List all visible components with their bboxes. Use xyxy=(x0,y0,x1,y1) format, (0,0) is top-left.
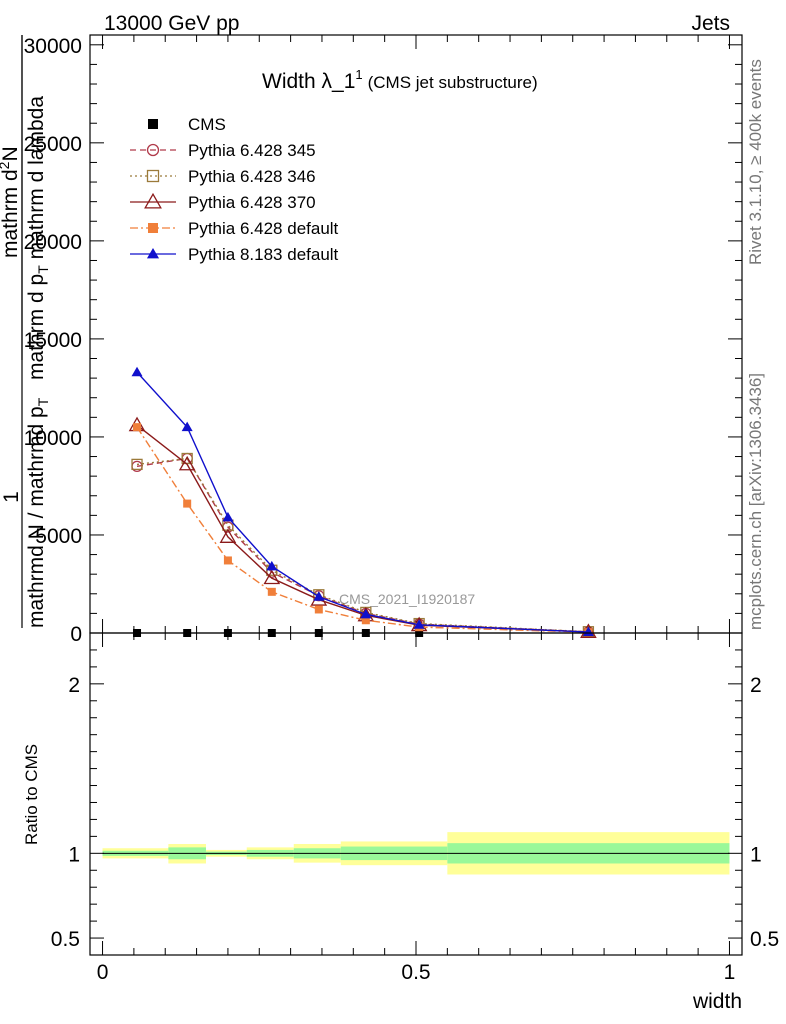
series-point-4 xyxy=(361,616,370,625)
ylabel-right-numerator: mathrm d2N xyxy=(0,146,22,258)
series-line-2 xyxy=(136,457,589,633)
ylabel-one: 1 xyxy=(0,491,23,503)
series-line-5 xyxy=(136,371,589,633)
ylabel-right-denominator: mathrm d pT mathrm d lambda xyxy=(25,96,51,380)
main-y-label: 1 mathrmd N / mathrmd pT mathrm d2N math… xyxy=(0,35,51,628)
legend-entry-0: CMS xyxy=(148,115,226,134)
chart-title-main: Width λ_1 xyxy=(262,70,355,93)
chart-title-sup: 1 xyxy=(355,67,362,82)
mcplots-label: mcplots.cern.ch [arXiv:1306.3436] xyxy=(746,373,765,630)
legend: CMS Pythia 6.428 345 Pythia 6.428 346 Pythi… xyxy=(130,115,339,264)
ylabel-rnum-tail: N xyxy=(0,146,22,161)
ylabel-rnum-sup: 2 xyxy=(0,161,12,169)
main-panel: 0 5000 10000 15000 20000 25000 30000 CMS_2021_… xyxy=(24,34,743,646)
main-y-tick-label: 20000 xyxy=(24,231,82,254)
series-point-5 xyxy=(413,619,425,629)
main-series xyxy=(128,366,597,638)
ratio-y-tick-label-right: 1 xyxy=(750,843,762,866)
series-point-4 xyxy=(223,556,232,565)
x-tick-label: 1 xyxy=(724,961,736,984)
ratio-y-tick-label: 0.5 xyxy=(51,928,80,951)
legend-label: Pythia 6.428 345 xyxy=(188,141,316,160)
series-point-5 xyxy=(313,591,325,601)
legend-marker xyxy=(144,192,162,209)
main-y-ticks: 0 5000 10000 15000 20000 25000 30000 xyxy=(24,35,742,646)
ratio-y-tick-label: 1 xyxy=(68,843,80,866)
series-line-4 xyxy=(136,426,589,633)
x-tick-label: 0 xyxy=(97,961,109,984)
rivet-label: Rivet 3.1.10, ≥ 400k events xyxy=(746,59,765,265)
series-point-5 xyxy=(360,608,372,619)
ratio-panel: 0.5 0.51 12 2 0 0.5 1 xyxy=(51,632,779,984)
series-point-4 xyxy=(133,423,142,432)
ratio-y-ticks: 0.5 0.5 1 1 2 2 xyxy=(51,649,779,951)
main-y-tick-label: 10000 xyxy=(24,427,82,450)
legend-marker xyxy=(148,223,158,233)
ratio-x-ticks: 0 0.5 1 xyxy=(97,633,736,984)
legend-label: Pythia 8.183 default xyxy=(188,245,339,264)
main-y-tick-label: 15000 xyxy=(24,329,82,352)
ylabel-rden-tail: mathrm d lambda xyxy=(25,96,48,266)
legend-entry-2: Pythia 6.428 346 xyxy=(130,167,316,186)
legend-label: CMS xyxy=(188,115,226,134)
series-1 xyxy=(131,452,595,638)
legend-entry-3: Pythia 6.428 370 xyxy=(130,192,316,212)
legend-entry-1: Pythia 6.428 345 xyxy=(130,141,316,160)
ylabel-denominator: mathrmd N / mathrmd pT xyxy=(25,397,51,628)
series-point-4 xyxy=(183,499,192,508)
legend-marker xyxy=(146,169,160,183)
watermark: CMS_2021_I1920187 xyxy=(339,591,475,607)
series-point-3 xyxy=(178,455,196,471)
header-left: 13000 GeV pp xyxy=(104,12,239,35)
series-point-5 xyxy=(181,421,193,432)
ratio-y-tick-label-right: 2 xyxy=(750,674,762,697)
ratio-y-tick-label: 2 xyxy=(68,674,80,697)
series-point-5 xyxy=(582,626,594,637)
legend-marker xyxy=(146,247,160,259)
legend-label: Pythia 6.428 370 xyxy=(188,193,316,212)
series-point-4 xyxy=(314,605,323,614)
ylabel-denominator-sub: T xyxy=(35,397,51,406)
header-right: Jets xyxy=(691,12,730,35)
series-point-5 xyxy=(266,560,278,571)
legend-marker xyxy=(148,119,158,129)
ylabel-rden-main: mathrm d p xyxy=(25,274,48,380)
main-y-tick-label: 30000 xyxy=(24,35,82,58)
main-y-tick-label: 25000 xyxy=(24,133,82,156)
chart-title-sub: (CMS jet substructure) xyxy=(368,73,538,92)
series-point-3 xyxy=(219,528,237,543)
ratio-y-tick-label-right: 0.5 xyxy=(750,928,779,951)
main-y-tick-label: 5000 xyxy=(35,525,82,548)
legend-entry-4: Pythia 6.428 default xyxy=(130,219,339,238)
series-5 xyxy=(131,366,594,637)
main-y-tick-label: 0 xyxy=(70,623,82,646)
legend-marker xyxy=(146,143,160,157)
series-point-3 xyxy=(263,569,281,585)
x-tick-label: 0.5 xyxy=(401,961,430,984)
ylabel-rnum-main: mathrm d xyxy=(0,169,22,258)
x-axis-label: width xyxy=(692,990,742,1013)
legend-entry-5: Pythia 8.183 default xyxy=(130,245,339,264)
ylabel-denominator-main: mathrmd N / mathrmd p xyxy=(25,406,48,628)
ratio-y-label: Ratio to CMS xyxy=(22,744,41,845)
ylabel-rden-sub: T xyxy=(35,265,51,274)
series-point-5 xyxy=(131,366,143,377)
series-point-4 xyxy=(267,587,276,596)
series-point-2 xyxy=(131,458,143,471)
series-point-5 xyxy=(222,511,234,522)
ratio-frame xyxy=(89,632,743,956)
legend-label: Pythia 6.428 346 xyxy=(188,167,316,186)
chart-title: Width λ_11 (CMS jet substructure) xyxy=(262,67,538,93)
legend-label: Pythia 6.428 default xyxy=(188,219,339,238)
